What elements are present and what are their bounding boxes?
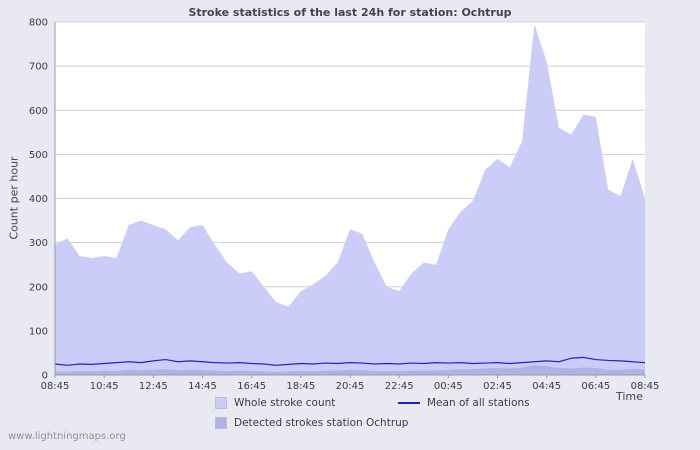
svg-text:00:45: 00:45 [434, 381, 463, 392]
svg-text:08:45: 08:45 [41, 381, 70, 392]
legend-item-detected-strokes: Detected strokes station Ochtrup [215, 417, 408, 429]
svg-text:200: 200 [29, 282, 48, 293]
legend-label-whole-stroke-count: Whole stroke count [234, 397, 336, 409]
svg-text:16:45: 16:45 [237, 381, 266, 392]
svg-text:100: 100 [29, 326, 48, 337]
svg-text:700: 700 [29, 62, 48, 73]
svg-text:06:45: 06:45 [581, 381, 610, 392]
legend-line-swatch-mean [398, 402, 420, 404]
chart-title: Stroke statistics of the last 24h for st… [188, 6, 512, 19]
svg-text:12:45: 12:45 [139, 381, 168, 392]
svg-text:18:45: 18:45 [286, 381, 315, 392]
svg-text:14:45: 14:45 [188, 381, 217, 392]
legend-label-detected-strokes: Detected strokes station Ochtrup [234, 417, 409, 429]
watermark: www.lightningmaps.org [8, 431, 126, 442]
svg-text:04:45: 04:45 [532, 381, 561, 392]
x-axis-label: Time [616, 390, 643, 403]
svg-text:800: 800 [29, 18, 48, 29]
svg-text:0: 0 [42, 371, 48, 382]
legend-label-mean-of-all-stations: Mean of all stations [427, 397, 530, 409]
svg-text:10:45: 10:45 [90, 381, 119, 392]
svg-text:02:45: 02:45 [483, 381, 512, 392]
legend-swatch-detected-strokes [215, 417, 227, 429]
legend-swatch-whole-stroke-count [215, 397, 227, 409]
legend-item-whole-stroke-count: Whole stroke count [215, 397, 335, 409]
svg-text:600: 600 [29, 106, 48, 117]
svg-text:08:45: 08:45 [631, 381, 660, 392]
legend-item-mean-of-all-stations: Mean of all stations [398, 397, 530, 409]
svg-text:500: 500 [29, 150, 48, 161]
svg-text:400: 400 [29, 194, 48, 205]
svg-text:22:45: 22:45 [385, 381, 414, 392]
svg-text:300: 300 [29, 238, 48, 249]
y-axis-label: Count per hour [7, 156, 21, 240]
svg-text:20:45: 20:45 [336, 381, 365, 392]
